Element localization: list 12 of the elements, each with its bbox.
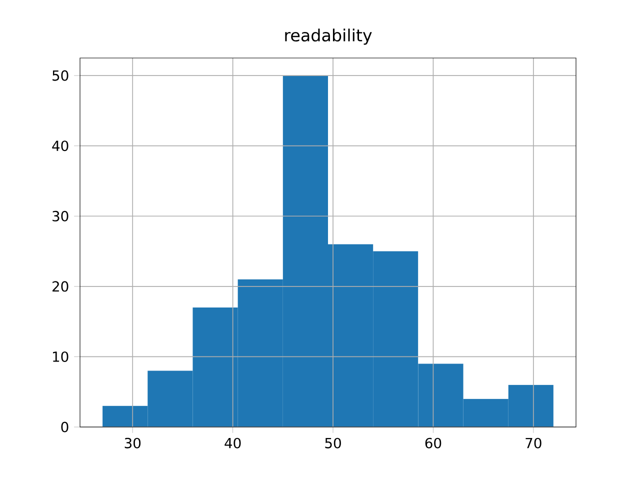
x-tick-label: 70 [526,438,542,448]
y-tick-label: 0 [61,422,68,432]
y-tick-label: 50 [52,70,68,81]
x-tick-label: 50 [325,438,341,448]
y-tick-label: 10 [53,351,68,362]
x-tick-label: 30 [124,438,141,448]
y-tick-label: 20 [52,281,68,292]
chart-title: readability [285,28,372,45]
x-tick-label: 60 [425,438,442,448]
x-tick-label: 40 [224,438,241,448]
y-tick-label: 30 [52,210,68,222]
y-tick-label: 40 [52,140,68,152]
